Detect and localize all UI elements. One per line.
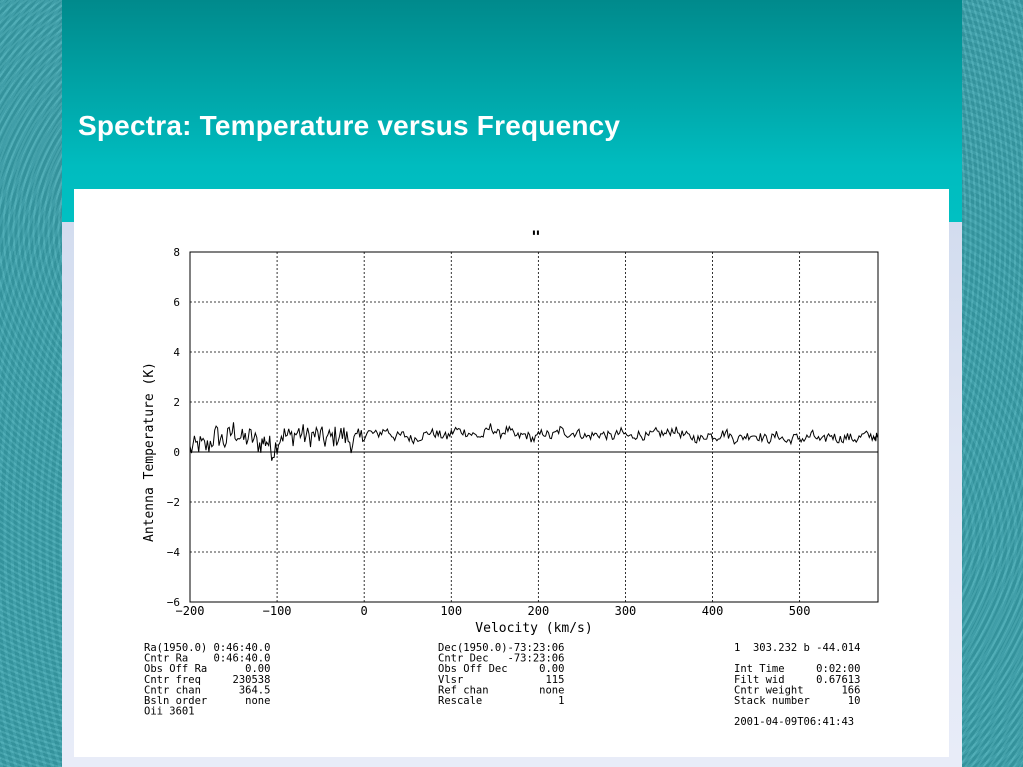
x-tick-label: −200: [176, 604, 205, 618]
slide: Spectra: Temperature versus Frequency −2…: [62, 0, 962, 767]
info-line: Cntr Dec -73:23:06: [438, 653, 564, 665]
x-tick-label: 300: [615, 604, 637, 618]
info-line: Cntr weight 166: [734, 684, 860, 696]
slide-title: Spectra: Temperature versus Frequency: [78, 110, 621, 141]
x-tick-label: 100: [440, 604, 462, 618]
axis-ticks: −200 −100 0 100 200 300 400 500 8 6 4 2 0 −2 −4 −6: [167, 246, 811, 618]
x-tick-label: −100: [263, 604, 292, 618]
info-line: Obs Off Ra 0.00: [144, 663, 270, 675]
info-line: Dec(1950.0)-73:23:06: [438, 642, 564, 654]
info-line: Oii 3601: [144, 706, 195, 718]
info-line: Ref chan none: [438, 684, 564, 696]
series-line: [189, 422, 879, 461]
y-tick-label: 6: [173, 296, 180, 309]
info-line: Rescale 1: [438, 695, 564, 707]
info-line: Vlsr 115: [438, 674, 564, 686]
chart-title: ": [531, 227, 541, 246]
info-column-right: 1 303.232 b -44.014 Int Time 0:02:00Filt …: [734, 642, 860, 728]
spectrum-panel: −200 −100 0 100 200 300 400 500 8 6 4 2 0 −2 −4 −6 " Ve…: [74, 189, 949, 757]
info-line: Ra(1950.0) 0:46:40.0: [144, 642, 270, 654]
spectrum-chart: −200 −100 0 100 200 300 400 500 8 6 4 2 0 −2 −4 −6 " Ve…: [142, 227, 879, 728]
info-line: Obs Off Dec 0.00: [438, 663, 564, 675]
x-axis-label: Velocity (km/s): [475, 621, 592, 636]
y-tick-label: 4: [173, 346, 180, 359]
x-tick-label: 200: [528, 604, 550, 618]
y-tick-label: −6: [167, 596, 180, 609]
info-line: Cntr freq 230538: [144, 674, 270, 686]
info-line: Cntr chan 364.5: [144, 684, 270, 696]
info-line: Bsln order none: [144, 695, 270, 707]
info-line: 2001-04-09T06:41:43: [734, 716, 854, 728]
header-band: [62, 0, 962, 222]
grid-lines: [189, 251, 878, 603]
x-tick-label: 0: [361, 604, 368, 618]
y-tick-label: −4: [167, 546, 181, 559]
info-line: Stack number 10: [734, 695, 860, 707]
x-tick-label: 400: [702, 604, 724, 618]
y-tick-label: 0: [173, 446, 180, 459]
info-line: 1 303.232 b -44.014: [734, 642, 860, 654]
y-tick-label: −2: [167, 496, 180, 509]
y-tick-label: 2: [173, 396, 180, 409]
info-line: Int Time 0:02:00: [734, 663, 860, 675]
x-tick-label: 500: [789, 604, 811, 618]
plot-frame: [189, 251, 879, 603]
info-line: Filt wid 0.67613: [734, 674, 860, 686]
info-line: Cntr Ra 0:46:40.0: [144, 653, 270, 665]
y-tick-label: 8: [173, 246, 180, 259]
y-axis-label: Antenna Temperature (K): [142, 362, 157, 542]
